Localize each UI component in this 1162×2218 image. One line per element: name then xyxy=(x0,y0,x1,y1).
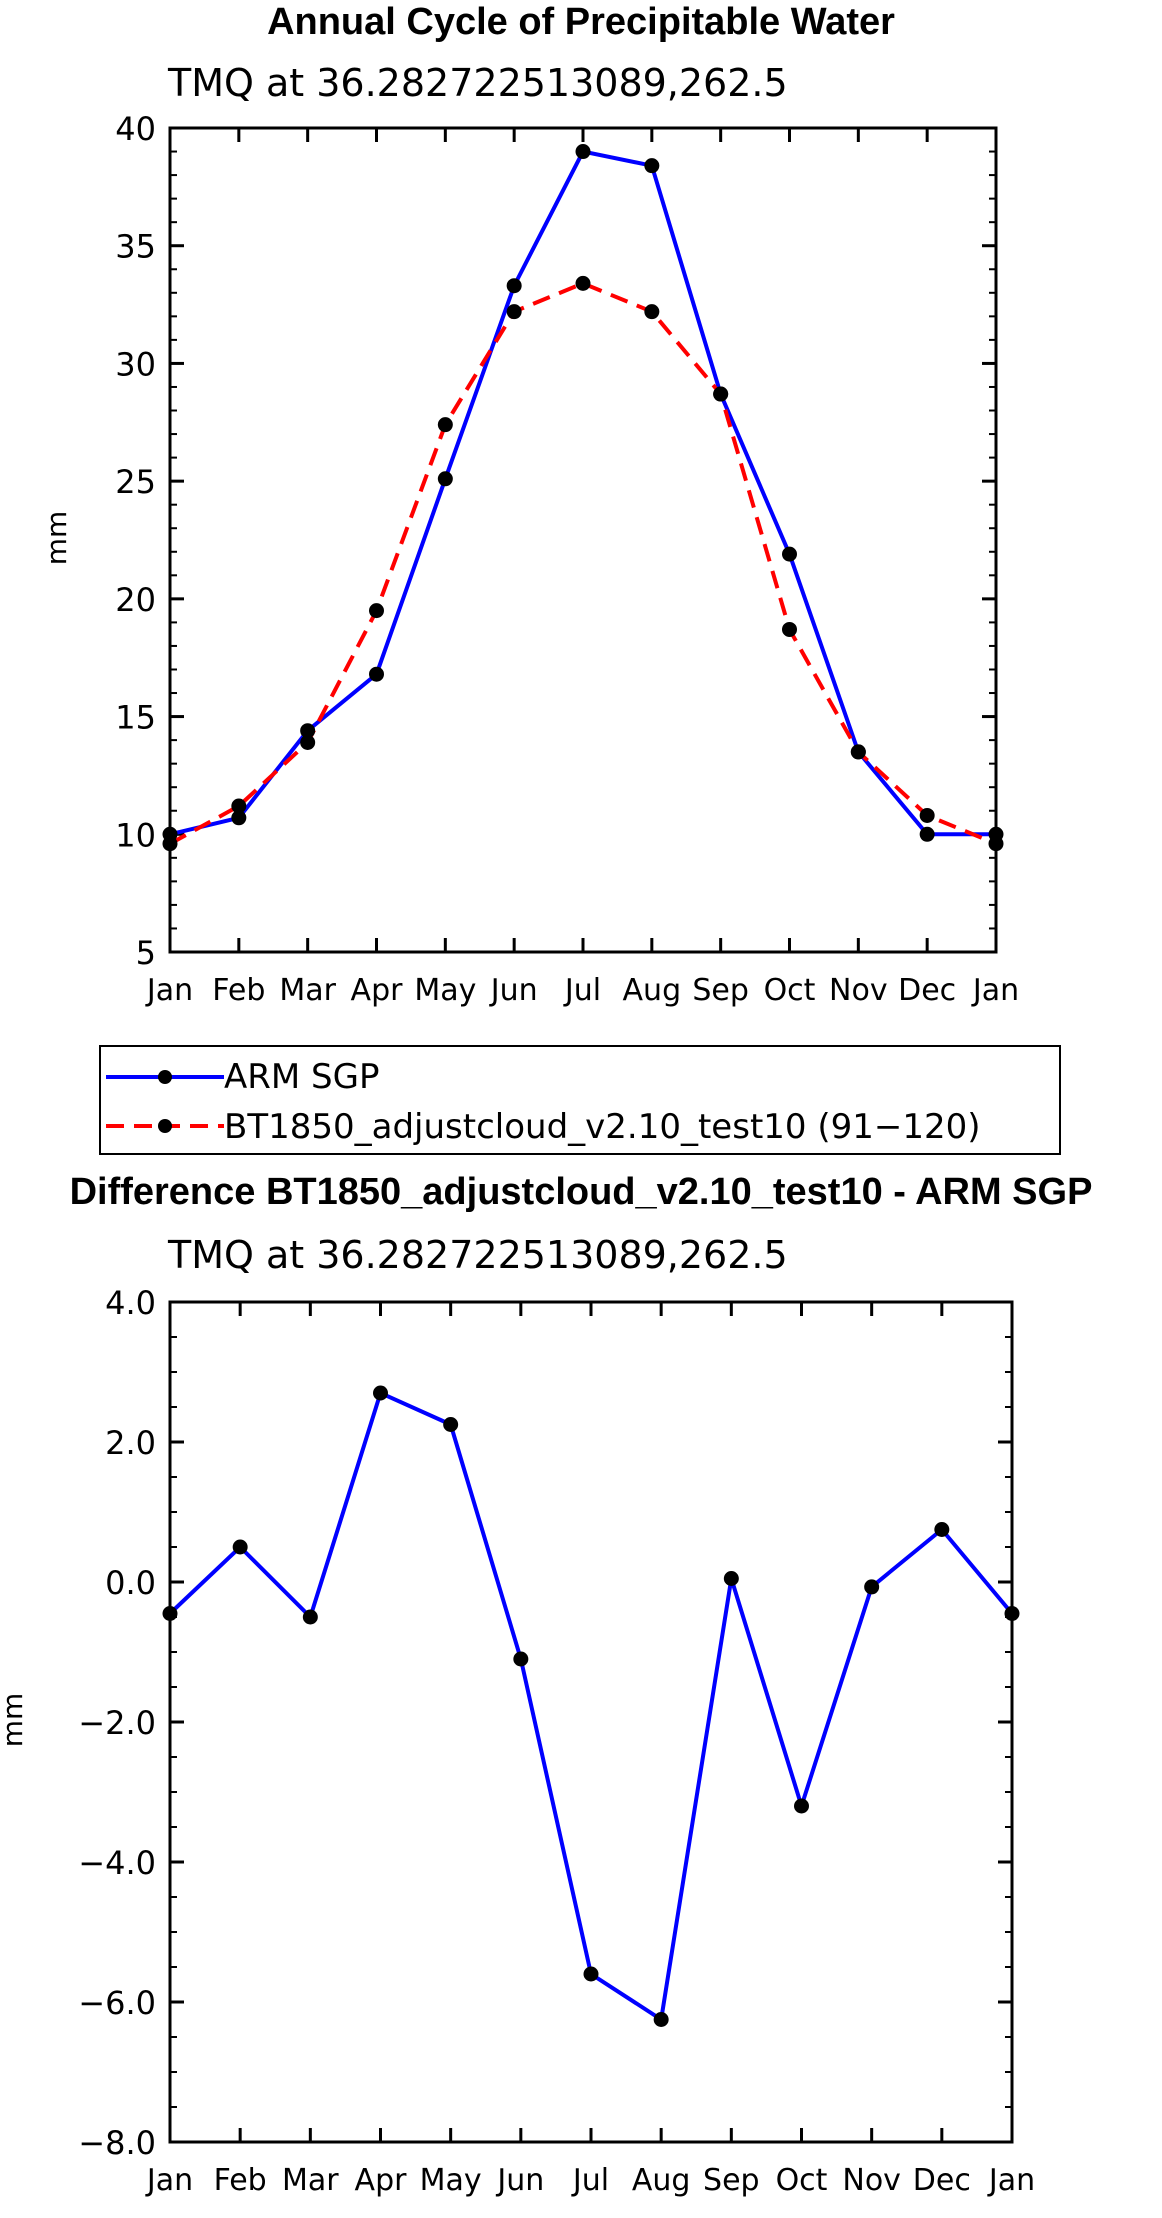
series-line-0 xyxy=(169,149,996,837)
y-tick-label: 4.0 xyxy=(105,1284,156,1322)
x-tick-label: Jan xyxy=(145,2163,193,2198)
bottom-y-axis-label: mm xyxy=(0,1693,29,1748)
y-tick-label: 35 xyxy=(115,228,156,266)
plot-frame xyxy=(168,1300,1014,2144)
series-0-point xyxy=(443,1417,459,1432)
top-panel: Annual Cycle of Precipitable Water TMQ a… xyxy=(40,1,1019,1008)
x-tick-label: Nov xyxy=(829,973,888,1008)
series-0-point xyxy=(437,471,453,487)
series-1-point xyxy=(988,836,1004,852)
x-tick-label: Aug xyxy=(632,2163,691,2198)
series-1-point xyxy=(782,621,797,637)
series-0-point xyxy=(782,546,797,562)
series-1-point xyxy=(644,304,660,320)
series-0-point xyxy=(369,666,384,682)
x-tick-label: Oct xyxy=(776,2163,828,2198)
series-0-point xyxy=(373,1385,388,1401)
top-chart-subtitle: TMQ at 36.282722513089,262.5 xyxy=(167,61,788,105)
legend-label-model: BT1850_adjustcloud_v2.10_test10 (91−120) xyxy=(224,1107,981,1147)
y-tick-label: 30 xyxy=(115,345,156,383)
series-0-point xyxy=(723,1571,739,1586)
series-0-point xyxy=(864,1579,880,1595)
x-tick-label: Mar xyxy=(279,973,336,1008)
legend: ARM SGP BT1850_adjustcloud_v2.10_test10 … xyxy=(99,1045,1061,1155)
y-tick-label: 20 xyxy=(115,581,156,619)
x-tick-label: Jul xyxy=(563,973,601,1008)
series-0-point xyxy=(919,826,935,842)
series-0-point xyxy=(506,278,522,294)
bottom-chart-title: Difference BT1850_adjustcloud_v2.10_test… xyxy=(70,1171,1093,1213)
x-tick-label: Apr xyxy=(351,973,404,1008)
x-tick-label: Jan xyxy=(987,2163,1035,2198)
series-1-point xyxy=(850,744,866,760)
legend-box xyxy=(99,1045,1061,1155)
y-tick-label: 0.0 xyxy=(105,1564,156,1602)
series-0-point xyxy=(162,1606,178,1621)
legend-marker-model xyxy=(158,1119,172,1133)
y-tick-label: 25 xyxy=(115,463,156,501)
series-0-point xyxy=(231,810,247,826)
series-1-point xyxy=(437,417,453,433)
series-1-point xyxy=(300,734,316,750)
plot-frame xyxy=(168,126,998,954)
x-tick-label: Feb xyxy=(212,973,265,1008)
y-tick-label: 5 xyxy=(136,934,156,972)
y-tick-label: 15 xyxy=(115,699,156,737)
y-tick-label: −8.0 xyxy=(78,2124,156,2162)
x-tick-label: Sep xyxy=(692,973,749,1008)
y-tick-label: 2.0 xyxy=(105,1424,156,1462)
bottom-chart-subtitle: TMQ at 36.282722513089,262.5 xyxy=(167,1233,788,1277)
x-tick-label: Jul xyxy=(571,2163,609,2198)
series-1-point xyxy=(369,603,384,619)
series-0-point xyxy=(232,1539,248,1555)
x-tick-label: Dec xyxy=(898,973,956,1008)
series-0-point xyxy=(644,158,660,174)
top-chart-title: Annual Cycle of Precipitable Water xyxy=(267,1,895,43)
series-line-0 xyxy=(168,1390,1014,2023)
series-0-point xyxy=(302,1609,318,1625)
y-tick-label: 40 xyxy=(115,110,156,148)
series-line-1 xyxy=(169,281,997,846)
series-0-point xyxy=(1004,1606,1020,1621)
series-0-point xyxy=(794,1798,809,1814)
bottom-panel: Difference BT1850_adjustcloud_v2.10_test… xyxy=(0,1171,1092,2198)
x-tick-label: Jun xyxy=(495,2163,544,2198)
x-tick-label: Mar xyxy=(282,2163,339,2198)
x-tick-label: May xyxy=(420,2163,482,2198)
x-tick-label: Feb xyxy=(214,2163,267,2198)
series-1-point xyxy=(231,798,247,814)
y-tick-label: −4.0 xyxy=(78,1844,156,1882)
x-tick-label: Jan xyxy=(145,973,193,1008)
series-0-point xyxy=(934,1522,950,1537)
top-y-axis-label: mm xyxy=(40,511,73,566)
series-1-point xyxy=(575,275,591,291)
x-tick-label: May xyxy=(414,973,476,1008)
series-1-point xyxy=(713,386,729,402)
x-tick-label: Jun xyxy=(489,973,538,1008)
x-tick-label: Nov xyxy=(842,2163,901,2198)
y-tick-label: 10 xyxy=(115,816,156,854)
series-1-point xyxy=(506,304,522,320)
x-tick-label: Aug xyxy=(623,973,682,1008)
series-0-point xyxy=(583,1966,599,1982)
series-0-point xyxy=(300,723,316,739)
y-tick-label: −2.0 xyxy=(78,1704,156,1742)
series-0-point xyxy=(575,144,591,160)
series-1-point xyxy=(919,807,935,823)
x-tick-label: Dec xyxy=(913,2163,971,2198)
x-tick-label: Sep xyxy=(703,2163,760,2198)
x-tick-label: Apr xyxy=(355,2163,408,2198)
legend-marker-arm xyxy=(158,1070,172,1084)
x-tick-label: Oct xyxy=(764,973,816,1008)
legend-label-arm: ARM SGP xyxy=(224,1057,379,1097)
y-tick-label: −6.0 xyxy=(78,1984,156,2022)
series-1-point xyxy=(162,836,178,852)
series-0-point xyxy=(653,2012,669,2027)
series-0-point xyxy=(513,1651,529,1667)
x-tick-label: Jan xyxy=(971,973,1019,1008)
